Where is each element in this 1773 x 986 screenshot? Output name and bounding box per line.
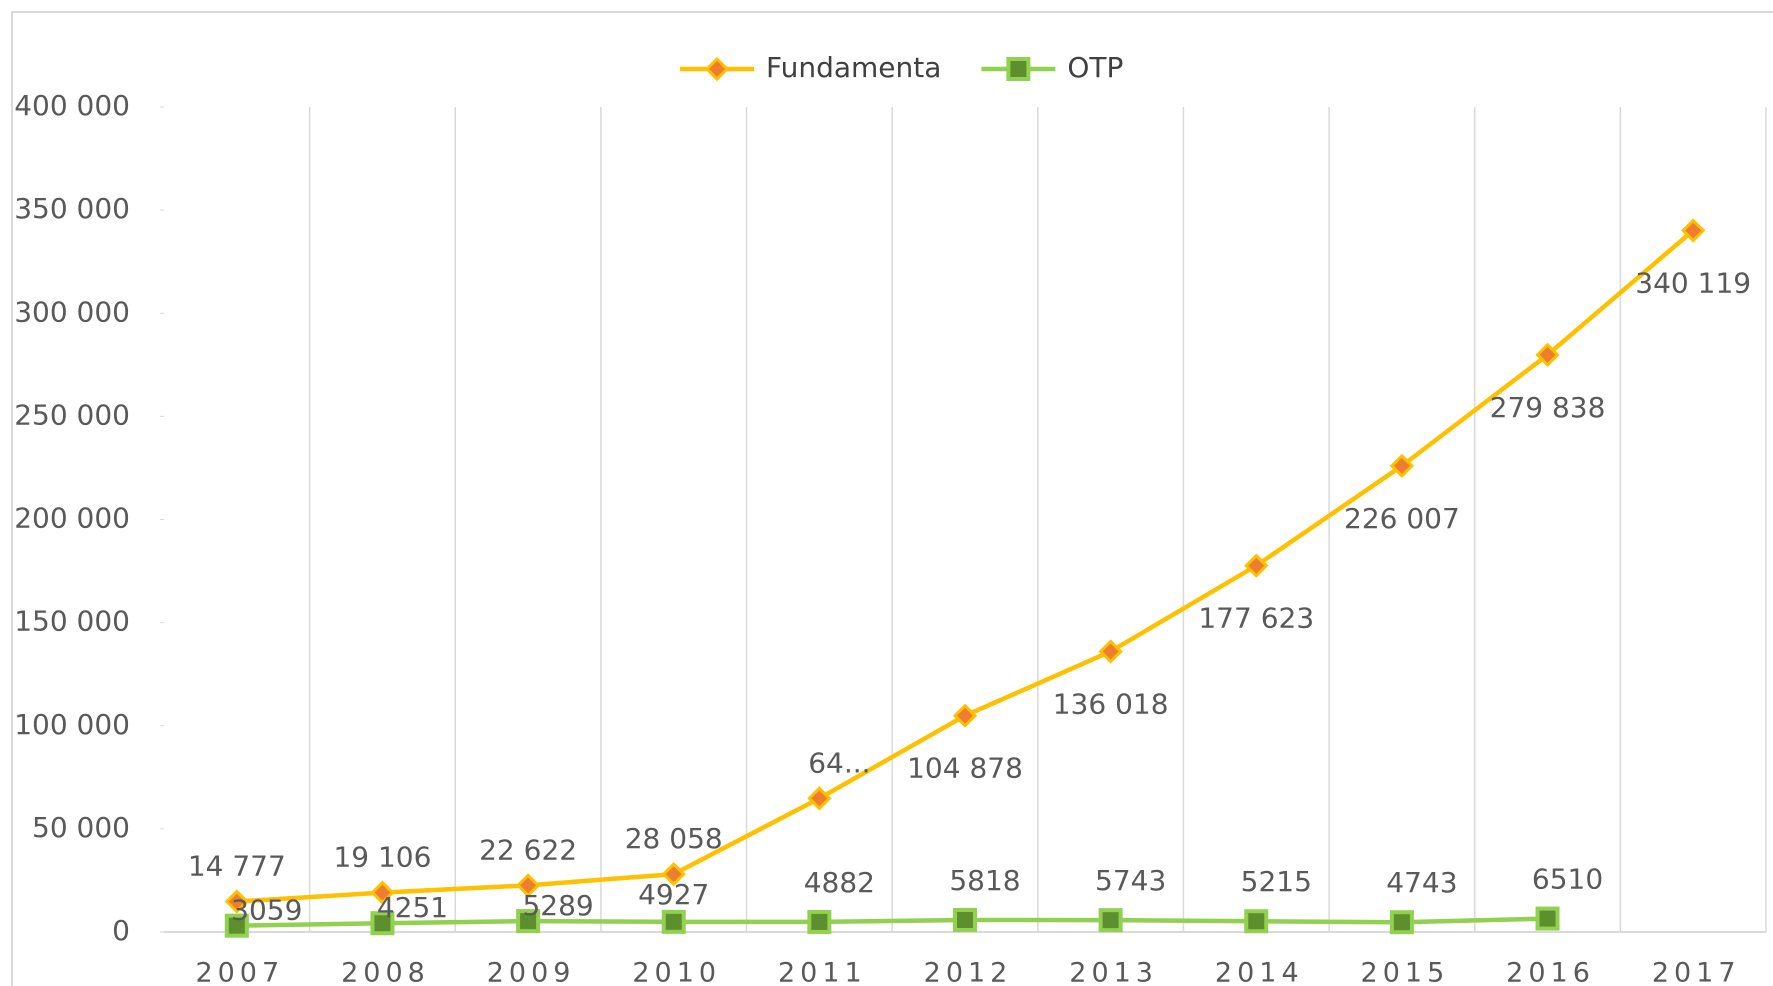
data-label: 4882 — [804, 866, 875, 899]
data-label: 4927 — [638, 878, 709, 911]
x-tick-label: 2017 — [1652, 958, 1741, 986]
data-label: 3059 — [231, 894, 302, 927]
x-tick-label: 2010 — [632, 958, 721, 986]
data-point — [807, 786, 832, 811]
data-label: 4743 — [1386, 866, 1457, 899]
data-label: 64... — [808, 746, 870, 779]
data-point — [1535, 342, 1560, 367]
data-label: 136 018 — [1053, 687, 1169, 720]
legend-marker — [1006, 57, 1031, 81]
data-point — [224, 913, 249, 938]
y-tick-label: 350 000 — [14, 192, 130, 225]
x-tick-label: 2015 — [1361, 958, 1450, 986]
data-label: 5289 — [522, 889, 593, 922]
chart-border — [11, 11, 1773, 986]
data-label: 6510 — [1532, 863, 1603, 896]
data-point — [1098, 908, 1123, 933]
data-label: 4251 — [377, 891, 448, 924]
x-tick-label: 2013 — [1069, 958, 1158, 986]
data-label: 22 622 — [479, 833, 577, 866]
x-tick-label: 2009 — [487, 958, 576, 986]
y-tick-label: 400 000 — [14, 89, 130, 122]
data-point — [1535, 906, 1560, 931]
data-point — [807, 909, 832, 934]
data-label: 279 838 — [1490, 391, 1606, 424]
data-point — [516, 909, 541, 934]
y-tick-label: 150 000 — [14, 605, 130, 638]
x-tick-label: 2011 — [778, 958, 867, 986]
data-point — [1098, 639, 1123, 664]
x-tick-label: 2007 — [195, 958, 284, 986]
data-label: 5215 — [1241, 865, 1312, 898]
x-tick-label: 2014 — [1215, 958, 1304, 986]
data-point — [515, 873, 541, 898]
y-tick-label: 50 000 — [32, 811, 130, 844]
y-tick-label: 0 — [112, 914, 130, 947]
data-label: 177 623 — [1198, 602, 1314, 635]
data-label: 28 058 — [625, 822, 723, 855]
x-tick-label: 2012 — [924, 958, 1013, 986]
data-point — [1681, 218, 1706, 243]
data-point — [953, 908, 977, 933]
data-label: 104 878 — [907, 752, 1023, 785]
data-point — [1244, 909, 1269, 934]
data-point — [1389, 453, 1415, 478]
y-tick-label: 100 000 — [14, 708, 130, 741]
data-point — [661, 909, 686, 934]
x-tick-label: 2016 — [1506, 958, 1595, 986]
data-label: 5818 — [949, 864, 1020, 897]
data-point — [224, 889, 249, 914]
data-point — [1244, 553, 1269, 578]
legend-marker — [704, 56, 730, 82]
y-tick-label: 200 000 — [14, 502, 130, 535]
data-point — [370, 880, 395, 905]
y-tick-label: 300 000 — [14, 295, 130, 328]
x-tick-label: 2008 — [341, 958, 430, 986]
series-line — [236, 916, 1548, 928]
data-point — [952, 703, 978, 728]
data-label: 340 119 — [1635, 267, 1751, 300]
data-point — [370, 911, 395, 936]
data-label: 226 007 — [1344, 502, 1460, 535]
y-tick-label: 250 000 — [14, 398, 130, 431]
data-point — [1389, 910, 1414, 935]
data-label: 14 777 — [188, 850, 286, 883]
data-point — [661, 862, 686, 887]
data-label: 19 106 — [333, 841, 431, 874]
legend-label: Fundamenta — [766, 51, 941, 84]
data-label: 5743 — [1095, 864, 1166, 897]
legend-label: OTP — [1067, 51, 1123, 84]
